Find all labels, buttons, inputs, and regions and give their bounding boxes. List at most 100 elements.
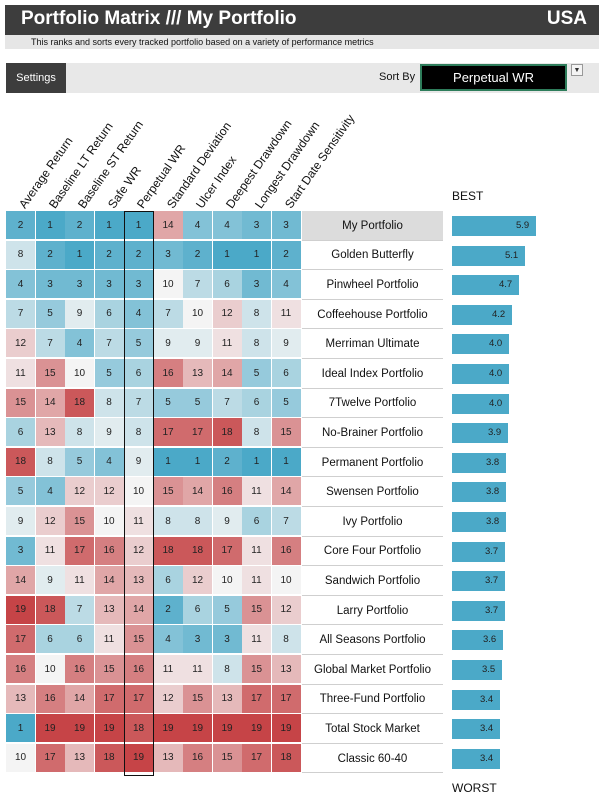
portfolio-name[interactable]: My Portfolio [302,211,443,241]
score-bar [452,334,509,355]
rank-cell: 9 [153,329,183,358]
rank-cell: 3 [35,270,65,299]
rank-cell: 4 [271,270,301,299]
portfolio-name[interactable]: Sandwich Portfolio [324,574,421,587]
rank-cell: 8 [271,625,301,654]
rank-cell: 6 [153,566,183,595]
rank-cell: 7 [94,329,124,358]
rank-cell: 17 [242,743,271,772]
sort-by-select[interactable]: Perpetual WR [420,64,567,91]
rank-cell: 5 [212,595,242,624]
portfolio-name[interactable]: Ivy Portfolio [342,515,403,528]
rank-cell: 11 [124,507,153,535]
rank-cell: 6 [183,595,212,624]
rank-cell: 6 [242,388,271,417]
row-divider [302,683,443,685]
rank-cell: 5 [183,388,212,417]
row-divider [302,417,443,419]
portfolio-name[interactable]: No-Brainer Portfolio [322,426,423,439]
title-bar: Portfolio Matrix /// My Portfolio USA [5,5,599,35]
rank-cell: 15 [242,655,271,683]
rank-cell: 5 [65,447,94,476]
rank-cell: 19 [124,743,153,772]
portfolio-name[interactable]: Swensen Portfolio [326,486,419,499]
rank-cell: 15 [183,684,212,713]
rank-cell: 7 [271,507,301,535]
row-divider [302,446,443,448]
rank-cell: 16 [35,684,65,713]
score-value: 4.0 [489,338,503,350]
rank-cell: 19 [65,714,94,743]
rank-cell: 5 [6,477,35,506]
rank-cell: 4 [183,211,212,239]
rank-cell: 15 [94,655,124,683]
rank-cell: 2 [271,240,301,269]
subtitle-bar: This ranks and sorts every tracked portf… [5,35,599,49]
portfolio-name[interactable]: 7Twelve Portfolio [328,397,417,410]
portfolio-name[interactable]: All Seasons Portfolio [319,634,426,647]
rank-cell: 12 [6,329,35,358]
portfolio-name[interactable]: Merriman Ultimate [325,338,420,351]
rank-cell: 1 [242,447,271,476]
rank-cell: 4 [212,211,242,239]
rank-cell: 16 [271,536,301,565]
best-label: BEST [452,189,484,203]
portfolio-name[interactable]: Larry Portfolio [336,604,409,617]
rank-cell: 15 [65,507,94,535]
rank-cell: 11 [242,536,271,565]
rank-cell: 17 [94,684,124,713]
rank-cell: 1 [153,447,183,476]
settings-button[interactable]: Settings [6,63,66,93]
portfolio-name[interactable]: Core Four Portfolio [323,545,422,558]
rank-cell: 1 [94,211,124,239]
rank-cell: 7 [124,388,153,417]
rank-cell: 5 [153,388,183,417]
portfolio-name[interactable]: Golden Butterfly [331,249,414,262]
rank-cell: 1 [124,211,153,239]
score-value: 3.7 [485,545,499,557]
rank-cell: 6 [124,359,153,387]
rank-cell: 19 [242,714,271,743]
score-value: 3.6 [483,634,497,646]
rank-cell: 14 [65,684,94,713]
rank-cell: 15 [35,359,65,387]
rank-cell: 11 [271,299,301,328]
rank-cell: 6 [65,625,94,654]
portfolio-name[interactable]: Total Stock Market [325,722,420,735]
score-bar [452,600,505,621]
rank-cell: 13 [271,655,301,683]
score-value: 3.7 [485,604,499,616]
rank-cell: 11 [183,655,212,683]
rank-cell: 3 [212,625,242,654]
rank-cell: 3 [183,625,212,654]
portfolio-name[interactable]: Pinwheel Portfolio [326,278,419,291]
portfolio-name[interactable]: Classic 60-40 [337,752,408,765]
rank-cell: 9 [6,507,35,535]
rank-cell: 6 [212,270,242,299]
rank-cell: 3 [271,211,301,239]
rank-cell: 10 [6,743,35,772]
dropdown-arrow-icon[interactable]: ▼ [571,64,583,76]
portfolio-name[interactable]: Coffeehouse Portfolio [317,308,428,321]
portfolio-name[interactable]: Three-Fund Portfolio [319,693,426,706]
rank-cell: 14 [183,477,212,506]
rank-cell: 10 [65,359,94,387]
score-bar [452,748,500,769]
portfolio-name[interactable]: Ideal Index Portfolio [321,367,424,380]
portfolio-name[interactable]: Global Market Portfolio [314,663,431,676]
rank-cell: 13 [153,743,183,772]
rank-cell: 17 [35,743,65,772]
rank-cell: 16 [183,743,212,772]
rank-cell: 1 [242,240,271,269]
rank-cell: 3 [94,270,124,299]
rank-cell: 4 [153,625,183,654]
row-divider [302,713,443,715]
portfolio-name[interactable]: Permanent Portfolio [321,456,424,469]
rank-cell: 6 [94,299,124,328]
rank-cell: 9 [271,329,301,358]
rank-cell: 17 [271,684,301,713]
rank-cell: 10 [271,566,301,595]
rank-cell: 19 [35,714,65,743]
rank-cell: 8 [124,418,153,447]
score-bar [452,216,536,236]
